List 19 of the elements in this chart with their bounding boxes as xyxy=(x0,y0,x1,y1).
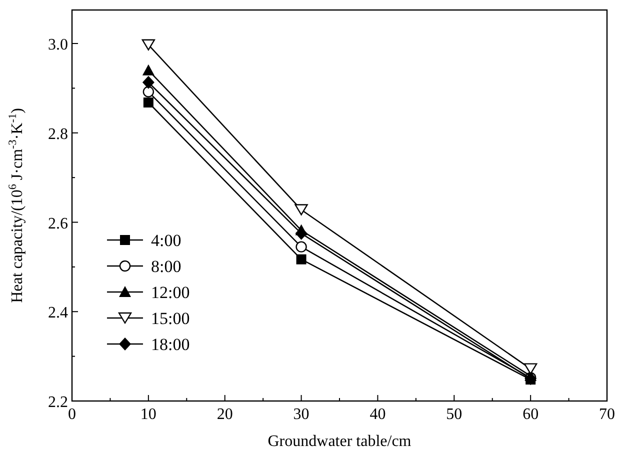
y-tick-label: 2.4 xyxy=(48,304,68,322)
legend-label: 18:00 xyxy=(151,335,190,354)
x-tick-label: 20 xyxy=(216,406,233,423)
x-tick-label: 50 xyxy=(446,406,462,423)
x-tick-label: 70 xyxy=(599,406,615,423)
x-tick-label: 60 xyxy=(522,406,539,423)
y-tick-label: 2.8 xyxy=(48,126,68,143)
legend-label: 15:00 xyxy=(151,309,190,328)
x-tick-label: 10 xyxy=(140,406,156,423)
x-axis-title: Groundwater table/cm xyxy=(268,433,412,450)
y-tick-label: 2.6 xyxy=(48,215,68,232)
legend-label: 4:00 xyxy=(151,231,182,250)
y-tick-label: 2.2 xyxy=(48,394,68,411)
x-tick-label: 30 xyxy=(293,406,310,423)
x-tick-label: 40 xyxy=(370,406,386,423)
x-tick-label: 0 xyxy=(68,406,76,423)
y-tick-label: 3.0 xyxy=(48,36,68,54)
legend-label: 8:00 xyxy=(151,257,182,276)
legend-label: 12:00 xyxy=(151,283,190,302)
